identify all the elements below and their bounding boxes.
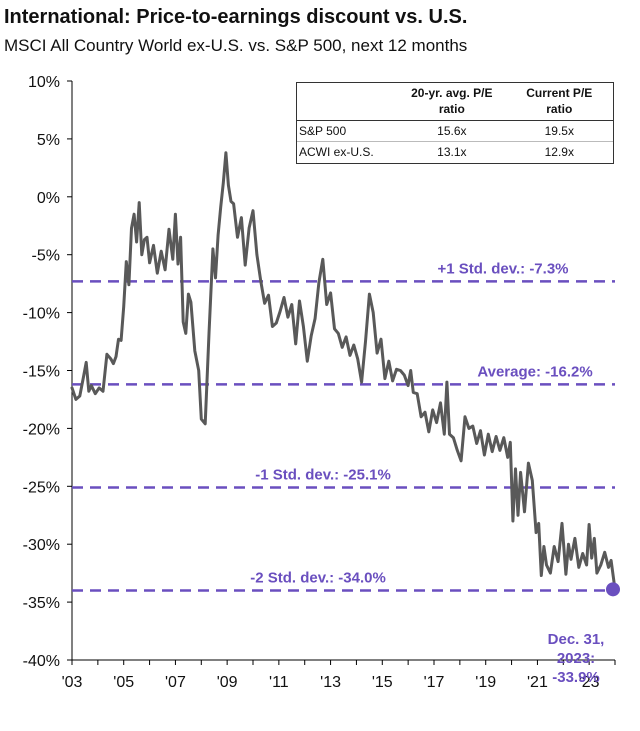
series-line — [70, 151, 617, 591]
table-header-current-line2: ratio — [546, 102, 573, 116]
y-tick-label: -20% — [23, 421, 60, 438]
table-header-avg-line1: 20-yr. avg. P/E — [411, 86, 493, 100]
std-dev-label: +1 Std. dev.: -7.3% — [437, 260, 568, 277]
table-header-blank — [297, 83, 399, 121]
y-tick-label: -30% — [23, 537, 60, 554]
endpoint-label: Dec. 31, — [548, 631, 605, 648]
std-dev-label: -1 Std. dev.: -25.1% — [255, 466, 391, 483]
y-tick-label: -5% — [32, 248, 60, 265]
y-tick-label: 5% — [37, 132, 60, 149]
x-axis: '03 '05 '07 '09 '11 '13 '15 '17 '19 '21 '23 — [62, 659, 616, 691]
x-tick-label: '13 — [320, 674, 341, 691]
table-cell-avg: 15.6x — [398, 120, 506, 142]
x-tick-label: '07 — [165, 674, 186, 691]
std-dev-label: Average: -16.2% — [477, 363, 592, 380]
x-tick-label: '09 — [217, 674, 238, 691]
y-tick-label: -40% — [23, 653, 60, 670]
std-dev-lines: +1 Std. dev.: -7.3% Average: -16.2% -1 Std… — [72, 260, 615, 592]
endpoint-label: -33.9% — [552, 669, 600, 686]
x-tick-label: '11 — [269, 674, 289, 691]
y-tick-label: -35% — [23, 595, 60, 612]
table-cell-avg: 13.1x — [437, 145, 467, 159]
table-header-avg: 20-yr. avg. P/E ratio — [398, 83, 506, 121]
y-tick-label: 0% — [37, 190, 60, 207]
table-header-avg-line2: ratio — [438, 102, 465, 116]
x-tick-label: '23 — [579, 674, 600, 691]
x-tick-label: '19 — [475, 674, 496, 691]
series-group — [70, 151, 617, 591]
table-row: S&P 500 15.6x 19.5x — [297, 120, 613, 142]
chart-title: International: Price-to-earnings discoun… — [4, 6, 468, 28]
std-dev-label: -2 Std. dev.: -34.0% — [250, 570, 386, 587]
x-tick-label: '15 — [372, 674, 393, 691]
table-cell-name: ACWI ex-U.S. — [299, 145, 374, 159]
table-cell-current: 19.5x — [505, 120, 613, 142]
pe-ratio-table: 20-yr. avg. P/E ratio Current P/E ratio … — [296, 82, 614, 164]
x-tick-label: '05 — [113, 674, 134, 691]
endpoint-marker — [606, 582, 620, 597]
table-cell-current: 12.9x — [544, 145, 574, 159]
y-tick-label: 10% — [28, 74, 60, 91]
x-tick-label: '17 — [424, 674, 445, 691]
y-axis: 10% 5% 0% -5% -10% -15% -20% -25% -30% -35% -40% — [23, 74, 73, 670]
table-header-current: Current P/E ratio — [505, 83, 613, 121]
x-tick-label: '03 — [62, 674, 83, 691]
x-tick-label: '21 — [527, 674, 548, 691]
y-tick-label: -25% — [23, 479, 60, 496]
table-row: ACWI ex-U.S. 13.1x 12.9x — [297, 142, 613, 163]
chart-subtitle: MSCI All Country World ex-U.S. vs. S&P 5… — [4, 36, 468, 55]
table-header-current-line1: Current P/E — [526, 86, 593, 100]
y-tick-label: -15% — [23, 364, 60, 381]
endpoint-label: 2023: — [557, 650, 595, 667]
table-cell-name: S&P 500 — [297, 120, 399, 142]
y-tick-label: -10% — [23, 306, 60, 323]
endpoint-annotation: Dec. 31, 2023: -33.9% — [548, 582, 620, 686]
